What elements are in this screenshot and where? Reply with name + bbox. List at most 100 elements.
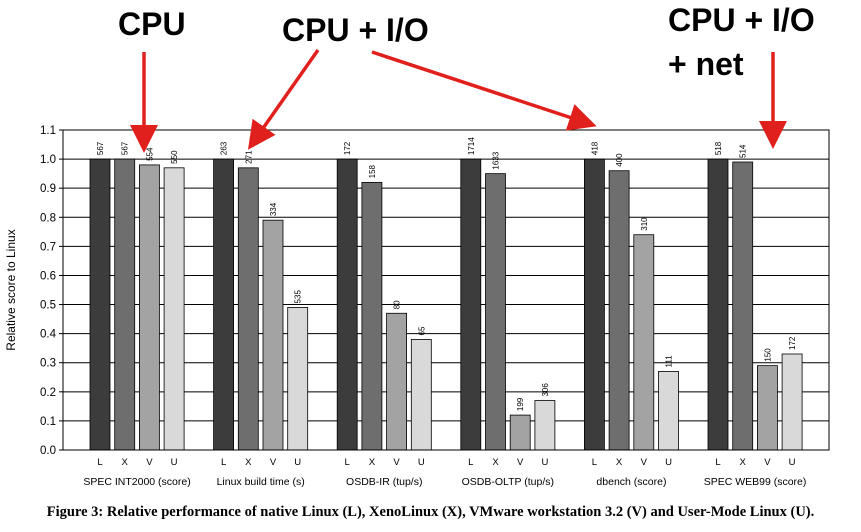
x-category-label: OSDB-OLTP (tup/s) [462, 476, 554, 488]
y-tick-label: 1.1 [40, 125, 56, 137]
bar-value-label: 172 [788, 336, 797, 350]
series-letter-label: X [492, 457, 499, 468]
bar-V [633, 234, 655, 451]
plot-frame [62, 129, 830, 451]
bar-U [287, 307, 309, 451]
bar-U [163, 167, 185, 451]
series-letter-label: V [641, 457, 648, 468]
bar-X [114, 158, 136, 451]
bar-U [410, 339, 432, 451]
bar-X [608, 170, 630, 451]
x-category-label: OSDB-IR (tup/s) [346, 476, 422, 488]
bar-U [534, 400, 556, 451]
series-letter-label: U [418, 457, 425, 468]
y-tick-label: 0.4 [40, 329, 57, 341]
bar-value-label: 418 [590, 141, 599, 155]
bar-L [707, 158, 729, 451]
bar-L [460, 158, 482, 451]
bar-value-label: 263 [220, 141, 229, 155]
series-letter-label: U [171, 457, 178, 468]
annotation-cpu-io: CPU + I/O [282, 12, 429, 48]
series-letter-label: L [592, 457, 597, 468]
series-letter-label: X [740, 457, 747, 468]
bar-value-label: 199 [516, 397, 525, 411]
bar-V [386, 312, 408, 451]
series-letter-label: L [715, 457, 720, 468]
bar-L [213, 158, 235, 451]
bar-value-label: 158 [368, 164, 377, 178]
annotation-cpu: CPU [118, 6, 186, 42]
bar-V [262, 219, 284, 451]
series-letter-label: X [245, 457, 252, 468]
series-letter-label: L [97, 457, 102, 468]
y-tick-label: 0.6 [40, 270, 56, 282]
bar-L [89, 158, 111, 451]
y-tick-label: 0.8 [40, 212, 56, 224]
y-tick-label: 0.3 [40, 358, 56, 370]
series-letter-label: U [541, 457, 548, 468]
labels: 0.0 0.1 0.2 0.3 0.4 0.5 0.6 0.7 0.8 0.9 1.0 1.1 Rela… [4, 125, 806, 488]
bar-V [138, 164, 160, 451]
bar-value-label: 150 [763, 348, 772, 362]
series-letter-label: V [764, 457, 771, 468]
y-tick-label: 1.0 [40, 154, 56, 166]
bar-U [781, 353, 803, 451]
bar-value-label: 1714 [467, 137, 476, 155]
bar-value-label: 306 [541, 383, 550, 397]
series-letter-label: U [665, 457, 672, 468]
series-letter-label: L [345, 457, 350, 468]
figure-caption: Figure 3: Relative performance of native… [46, 504, 815, 520]
x-category-label: SPEC WEB99 (score) [704, 476, 807, 488]
bar-value-label: 554 [145, 147, 154, 161]
bar-value-label: 400 [615, 153, 624, 167]
series-letter-label: V [517, 457, 524, 468]
x-category-label: SPEC INT2000 (score) [83, 476, 190, 488]
series-letter-label: V [146, 457, 153, 468]
bar-X [485, 173, 506, 451]
bar-X [237, 167, 259, 451]
bar-value-label: 172 [343, 141, 352, 155]
annotation-arrows [130, 48, 787, 153]
y-tick-label: 0.5 [40, 300, 56, 312]
series-letter-label: X [369, 457, 376, 468]
bar-value-label: 111 [665, 355, 674, 368]
arrow-cpu-io-right [371, 50, 597, 131]
bar-X [361, 181, 383, 451]
bar-value-label: 310 [640, 217, 649, 231]
bar-value-label: 518 [714, 141, 723, 155]
bar-L [336, 158, 358, 451]
bar-value-label: 80 [393, 300, 402, 309]
axes [59, 129, 830, 451]
y-axis-label: Relative score to Linux [4, 229, 18, 350]
y-tick-label: 0.2 [40, 387, 56, 399]
series-letter-label: V [393, 457, 400, 468]
bars [89, 158, 803, 451]
bar-V [509, 414, 531, 451]
series-letter-label: L [221, 457, 226, 468]
series-letter-label: X [616, 457, 623, 468]
x-category-label: dbench (score) [596, 476, 666, 488]
bar-X [732, 161, 754, 451]
bar-value-label: 65 [417, 326, 426, 335]
bar-value-label: 535 [294, 290, 303, 304]
series-letter-label: U [789, 457, 796, 468]
arrow-cpu-io-left [247, 48, 320, 150]
y-tick-label: 0.7 [40, 241, 56, 253]
bar-V [757, 365, 778, 451]
y-tick-label: 0.9 [40, 183, 56, 195]
bar-L [584, 158, 605, 451]
bar-value-label: 271 [244, 150, 253, 164]
bar-value-label: 567 [121, 141, 130, 155]
x-category-label: Linux build time (s) [217, 476, 305, 488]
bar-value-label: 514 [739, 144, 748, 158]
y-tick-label: 0.0 [40, 445, 56, 457]
bar-value-label: 334 [269, 202, 278, 216]
series-letter-label: L [468, 457, 473, 468]
series-letter-label: V [270, 457, 277, 468]
series-letter-label: U [294, 457, 301, 468]
bar-value-label: 1633 [492, 151, 501, 169]
y-tick-label: 0.1 [40, 416, 56, 428]
bar-value-label: 567 [96, 141, 105, 155]
